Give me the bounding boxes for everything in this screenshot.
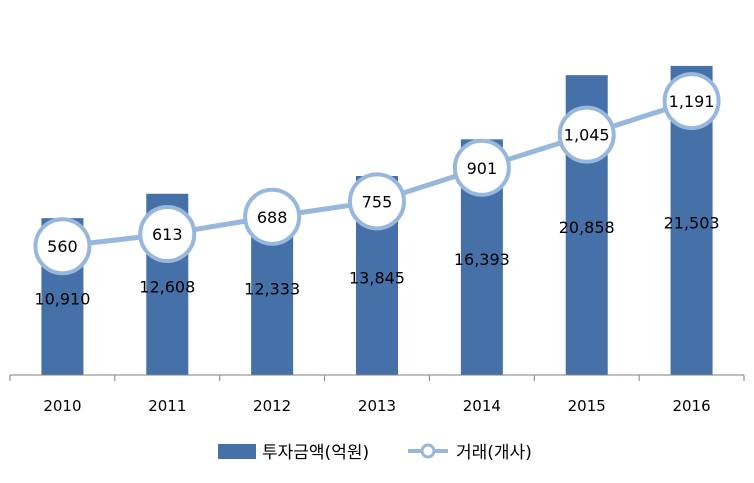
legend-line-label: 거래(개사) (456, 443, 532, 463)
bar-value-label: 10,910 (34, 290, 90, 309)
line-marker (243, 187, 302, 246)
line-series: 560 613 688 755 901 1,045 1,191 (33, 72, 721, 276)
bar-value-label: 13,845 (349, 268, 405, 287)
line-value-label: 1,191 (669, 92, 715, 111)
bar-value-label: 16,393 (454, 250, 510, 269)
bar-value-label: 12,333 (244, 279, 300, 298)
line-marker (348, 172, 406, 231)
x-axis-ticks: 2010 2011 2012 2013 2014 2015 2016 (9, 375, 745, 415)
x-tick-label: 2016 (672, 397, 710, 415)
bar-value-label: 12,608 (139, 277, 195, 296)
line-marker (33, 217, 92, 276)
legend-bar-swatch (218, 444, 256, 459)
line-value-label: 755 (362, 192, 393, 211)
line-marker (452, 138, 511, 197)
x-tick-label: 2015 (568, 397, 606, 415)
line-value-label: 688 (257, 208, 288, 227)
x-tick-label: 2010 (43, 397, 81, 415)
line-marker (662, 72, 721, 131)
line-value-label: 560 (47, 237, 78, 256)
legend-bar-label: 투자금액(억원) (262, 443, 369, 463)
line-value-label: 613 (152, 225, 183, 244)
legend-line-marker (420, 443, 436, 459)
line-marker (138, 205, 197, 264)
legend: 투자금액(억원) 거래(개사) (218, 443, 532, 463)
bar-value-label: 21,503 (664, 213, 720, 232)
x-tick-label: 2014 (463, 397, 501, 415)
x-tick-label: 2013 (358, 397, 396, 415)
line-value-label: 901 (467, 159, 498, 178)
line-value-label: 1,045 (564, 126, 610, 145)
line-marker (557, 105, 616, 164)
x-tick-label: 2011 (148, 397, 186, 415)
bar-value-label: 20,858 (559, 218, 615, 237)
x-tick-label: 2012 (253, 397, 291, 415)
